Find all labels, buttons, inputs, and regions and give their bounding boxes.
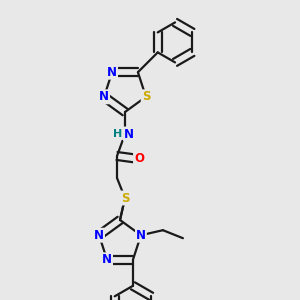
Text: N: N: [107, 66, 117, 79]
Text: N: N: [99, 90, 109, 103]
Text: N: N: [102, 253, 112, 266]
Text: H: H: [113, 129, 123, 139]
Text: N: N: [124, 128, 134, 140]
Text: N: N: [94, 229, 104, 242]
Text: S: S: [121, 191, 129, 205]
Text: S: S: [142, 90, 150, 103]
Text: O: O: [134, 152, 144, 166]
Text: N: N: [136, 229, 146, 242]
